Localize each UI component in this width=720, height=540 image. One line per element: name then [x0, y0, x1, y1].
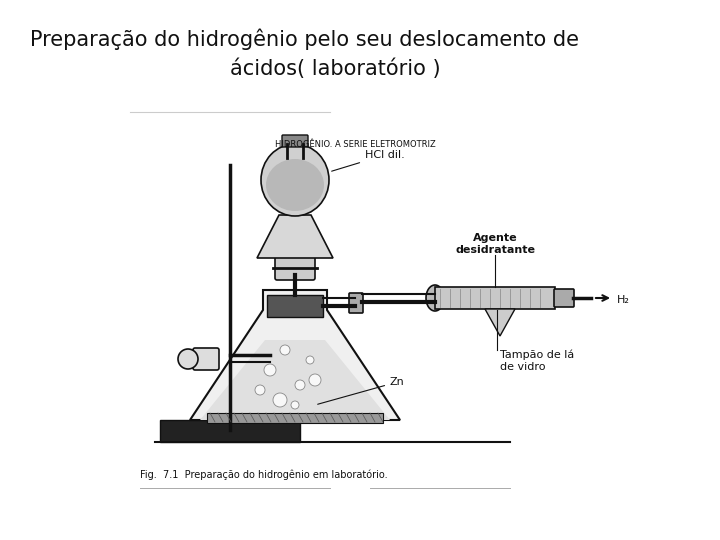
- Text: Agente
desidratante: Agente desidratante: [455, 233, 535, 255]
- FancyBboxPatch shape: [193, 348, 219, 370]
- Text: ácidos( laboratório ): ácidos( laboratório ): [230, 58, 441, 78]
- Circle shape: [273, 393, 287, 407]
- Circle shape: [295, 380, 305, 390]
- FancyBboxPatch shape: [275, 256, 315, 280]
- FancyBboxPatch shape: [554, 289, 574, 307]
- Circle shape: [309, 374, 321, 386]
- Ellipse shape: [261, 144, 329, 216]
- Polygon shape: [485, 309, 515, 336]
- Text: Fig.  7.1  Preparação do hidrogênio em laboratório.: Fig. 7.1 Preparação do hidrogênio em lab…: [140, 470, 387, 481]
- Polygon shape: [200, 340, 390, 420]
- Ellipse shape: [426, 285, 444, 311]
- FancyBboxPatch shape: [435, 287, 555, 309]
- Circle shape: [255, 385, 265, 395]
- Circle shape: [264, 364, 276, 376]
- FancyBboxPatch shape: [160, 420, 300, 442]
- Circle shape: [291, 401, 299, 409]
- Circle shape: [178, 349, 198, 369]
- Circle shape: [280, 345, 290, 355]
- Circle shape: [306, 356, 314, 364]
- Text: HIDROGÊNIO. A SERIE ELETROMOTRIZ: HIDROGÊNIO. A SERIE ELETROMOTRIZ: [274, 140, 436, 149]
- Text: Tampão de lá
de vidro: Tampão de lá de vidro: [500, 350, 575, 372]
- Polygon shape: [257, 215, 333, 258]
- FancyBboxPatch shape: [207, 413, 383, 423]
- FancyBboxPatch shape: [267, 295, 323, 317]
- Text: Zn: Zn: [318, 377, 405, 404]
- FancyBboxPatch shape: [349, 293, 363, 313]
- Text: H₂: H₂: [617, 295, 630, 305]
- Polygon shape: [190, 290, 400, 420]
- FancyBboxPatch shape: [282, 135, 308, 147]
- Text: HCl dil.: HCl dil.: [332, 150, 405, 171]
- Ellipse shape: [266, 159, 324, 211]
- Text: Preparação do hidrogênio pelo seu deslocamento de: Preparação do hidrogênio pelo seu desloc…: [30, 28, 579, 50]
